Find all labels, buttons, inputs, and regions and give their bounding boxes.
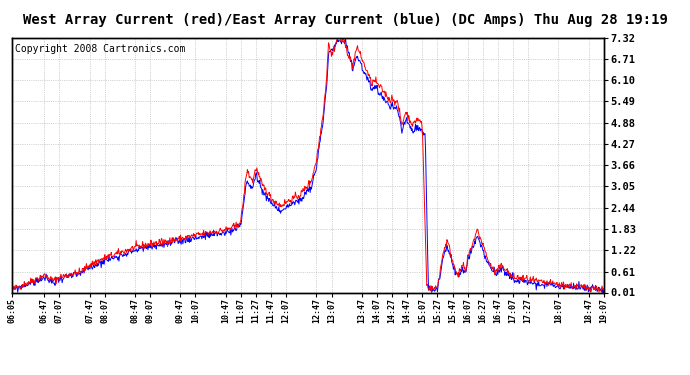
Text: West Array Current (red)/East Array Current (blue) (DC Amps) Thu Aug 28 19:19: West Array Current (red)/East Array Curr… (23, 13, 667, 27)
Text: Copyright 2008 Cartronics.com: Copyright 2008 Cartronics.com (15, 44, 186, 54)
